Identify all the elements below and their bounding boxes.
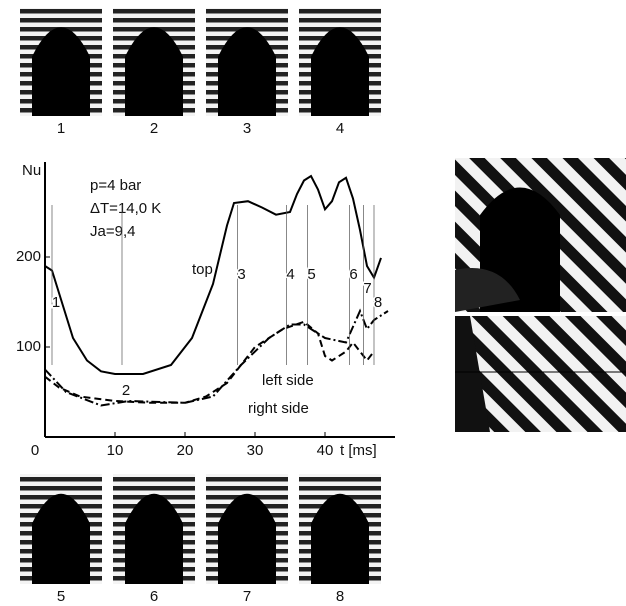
series-line [45, 322, 374, 403]
photo-label: 8 [336, 588, 344, 605]
frame-label: 8 [374, 294, 382, 311]
figure: 12345678 Nut [ms]010203040100200p=4 barΔ… [0, 0, 626, 606]
x-axis-label: t [ms] [340, 442, 377, 459]
y-tick-label: 100 [16, 338, 41, 355]
annotation: Ja=9,4 [90, 223, 135, 240]
photo-label: 7 [243, 588, 251, 605]
series-line [45, 311, 388, 406]
photo-label: 1 [57, 120, 65, 137]
photo-label: 2 [150, 120, 158, 137]
series-label: right side [248, 400, 309, 417]
frame-label: 7 [363, 280, 371, 297]
chart: Nu t [ms] 0 10 20 30 40 100 200 p=4 bar ΔT=14,0 K J… [16, 162, 395, 459]
x-tick-label: 0 [31, 442, 39, 459]
series-label: top [192, 261, 213, 278]
photo-label: 4 [336, 120, 344, 137]
frame-label: 5 [307, 266, 315, 283]
x-tick-label: 20 [177, 442, 194, 459]
x-tick-label: 10 [107, 442, 124, 459]
photo-label: 3 [243, 120, 251, 137]
y-tick-label: 200 [16, 248, 41, 265]
y-axis-label: Nu [22, 162, 41, 179]
series-label: left side [262, 372, 314, 389]
x-tick-label: 40 [317, 442, 334, 459]
annotation: ΔT=14,0 K [90, 200, 161, 217]
photo-label: 6 [150, 588, 158, 605]
x-tick-label: 30 [247, 442, 264, 459]
annotation: p=4 bar [90, 177, 141, 194]
photo-label: 5 [57, 588, 65, 605]
frame-label: 3 [237, 266, 245, 283]
frame-label: 2 [122, 382, 130, 399]
frame-label: 4 [286, 266, 294, 283]
side-photos [455, 158, 626, 432]
frame-label: 1 [52, 294, 60, 311]
frame-label: 6 [349, 266, 357, 283]
